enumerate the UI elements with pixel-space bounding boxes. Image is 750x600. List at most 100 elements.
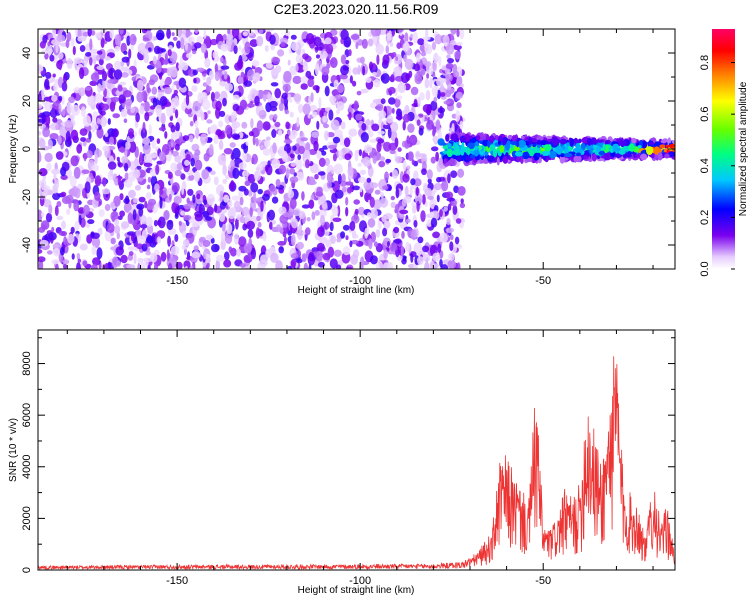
spectrogram-noise-cell (79, 45, 86, 52)
spectrogram-noise-cell (445, 89, 452, 98)
spectrogram-noise-cell (334, 129, 343, 137)
spectrogram-noise-cell (91, 164, 100, 172)
spectrogram-noise-cell (56, 201, 62, 207)
spectrogram-noise-cell (137, 79, 144, 92)
spectrogram-noise-cell (258, 29, 264, 35)
spectrogram-noise-cell (136, 203, 145, 210)
spectrogram-noise-cell (348, 111, 352, 121)
spectrogram-noise-cell (404, 185, 409, 197)
spectrogram-noise-cell (298, 210, 306, 220)
spectrogram-noise-cell (380, 98, 386, 105)
spectrogram-noise-cell (134, 157, 139, 167)
spectrogram-noise-cell (383, 249, 388, 260)
spectrogram-noise-cell (66, 208, 71, 215)
spectrogram-noise-cell (426, 219, 432, 227)
spectrogram-noise-cell (239, 196, 244, 206)
spectrogram-noise-cell (456, 29, 460, 38)
spectrogram-noise-cell (390, 195, 395, 201)
spectrogram-noise-cell (222, 34, 227, 42)
spectrogram-noise-cell (135, 112, 140, 123)
spectrogram-noise-cell (352, 67, 360, 75)
spectrogram-noise-cell (217, 154, 227, 166)
spectrogram-noise-cell (61, 81, 68, 92)
spectrogram-noise-cell (350, 34, 360, 40)
spectrogram-noise-cell (182, 135, 190, 142)
spectrogram-noise-cell (66, 31, 72, 42)
spectrogram-noise-cell (423, 37, 428, 49)
spectrogram-noise-cell (332, 136, 341, 144)
spectrogram-noise-cell (58, 103, 62, 115)
spectrogram-noise-cell (300, 83, 308, 90)
spectrogram-noise-cell (166, 219, 174, 231)
spectrogram-noise-cell (432, 231, 441, 239)
spectrogram-noise-cell (180, 173, 186, 180)
spectrogram-noise-cell (190, 157, 195, 167)
spectrogram-noise-cell (203, 152, 210, 162)
spectrogram-noise-cell (129, 161, 136, 171)
spectrogram-noise-cell (144, 257, 149, 268)
spectrogram-noise-cell (81, 169, 90, 174)
spectrogram-signal-cell (671, 140, 675, 144)
spectrogram-signal-cell (542, 150, 551, 156)
spectrogram-noise-cell (71, 104, 80, 116)
spectrogram-noise-cell (253, 170, 261, 181)
spectrogram-noise-cell (113, 128, 118, 138)
spectrogram-noise-cell (330, 235, 336, 245)
spectrogram-noise-cell (119, 210, 125, 217)
spectrogram-noise-cell (119, 29, 124, 35)
spectrogram-noise-cell (316, 150, 322, 159)
spectrogram-noise-cell (309, 104, 318, 112)
spectrogram-noise-cell (54, 179, 60, 190)
spectrogram-noise-cell (305, 227, 311, 236)
spectrogram-noise-cell (319, 214, 326, 226)
spectrogram-noise-cell (39, 239, 49, 247)
spectrogram-noise-cell (195, 127, 200, 139)
spectrogram-noise-cell (300, 137, 308, 142)
spectrogram-noise-cell (391, 107, 395, 114)
spectrogram-noise-cell (142, 37, 150, 42)
spectrogram-noise-cell (91, 245, 97, 256)
spectrogram-noise-cell (342, 224, 350, 231)
spectrogram-signal-cell (446, 148, 453, 158)
spectrogram-noise-cell (87, 219, 95, 225)
spectrogram-noise-cell (159, 189, 164, 195)
spectrogram-noise-cell (390, 201, 396, 209)
spectrogram-noise-cell (41, 88, 45, 99)
spectrogram-noise-cell (404, 58, 414, 70)
spectrogram-noise-cell (160, 48, 166, 53)
spectrogram-noise-cell (248, 131, 254, 137)
spectrogram-noise-cell (459, 202, 466, 209)
spectrogram-noise-cell (183, 260, 191, 269)
spectrogram-noise-cell (451, 199, 457, 207)
spectrogram-noise-cell (213, 134, 219, 145)
spectrogram-signal-cell (479, 151, 485, 156)
spectrogram-noise-cell (130, 107, 136, 114)
spectrogram-noise-cell (168, 193, 172, 201)
spectrogram-noise-cell (114, 225, 121, 234)
spectrogram-noise-cell (55, 124, 60, 131)
spectrogram-noise-cell (249, 39, 259, 48)
spectrogram-noise-cell (157, 216, 166, 229)
spectrogram-noise-cell (438, 56, 442, 67)
spectrogram-noise-cell (355, 41, 359, 50)
spectrogram-signal-cell (591, 139, 598, 145)
spectrogram-noise-cell (176, 82, 180, 90)
spectrogram-noise-cell (308, 180, 317, 185)
spectrogram-noise-cell (316, 120, 320, 130)
spectrogram-noise-cell (440, 78, 447, 83)
spectrogram-noise-cell (174, 169, 182, 177)
spectrogram-noise-cell (176, 40, 182, 49)
spectrogram-noise-cell (296, 241, 305, 250)
spectrogram-noise-cell (290, 129, 298, 138)
spectrogram-noise-cell (324, 157, 331, 167)
spectrogram-noise-cell (51, 259, 60, 265)
spectrogram-noise-cell (100, 116, 107, 127)
spectrogram-noise-cell (376, 141, 382, 153)
spectrogram-signal-cell (442, 150, 448, 154)
spectrogram-noise-cell (179, 56, 183, 67)
colorbar-gradient (712, 29, 735, 269)
spectrogram-noise-cell (376, 54, 380, 65)
spectrogram-noise-cell (391, 169, 399, 179)
spectrogram-noise-cell (173, 89, 179, 95)
spectrogram-noise-cell (85, 52, 92, 57)
